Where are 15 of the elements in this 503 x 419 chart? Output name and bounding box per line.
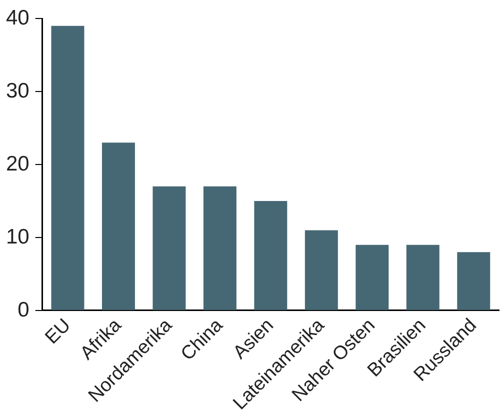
bar: [102, 142, 135, 310]
x-tick-label: EU: [41, 314, 75, 348]
bar: [457, 252, 490, 310]
bar: [254, 201, 288, 310]
bar: [203, 186, 236, 310]
bar: [51, 26, 84, 310]
y-tick-label: 0: [18, 298, 30, 322]
y-tick-label: 40: [6, 6, 30, 30]
y-tick-label: 20: [6, 152, 30, 176]
y-tick-label: 10: [6, 225, 30, 248]
bar: [152, 186, 186, 310]
bar: [304, 230, 338, 310]
y-tick-label: 30: [6, 79, 30, 102]
bar: [356, 244, 389, 310]
bar: [406, 244, 440, 310]
